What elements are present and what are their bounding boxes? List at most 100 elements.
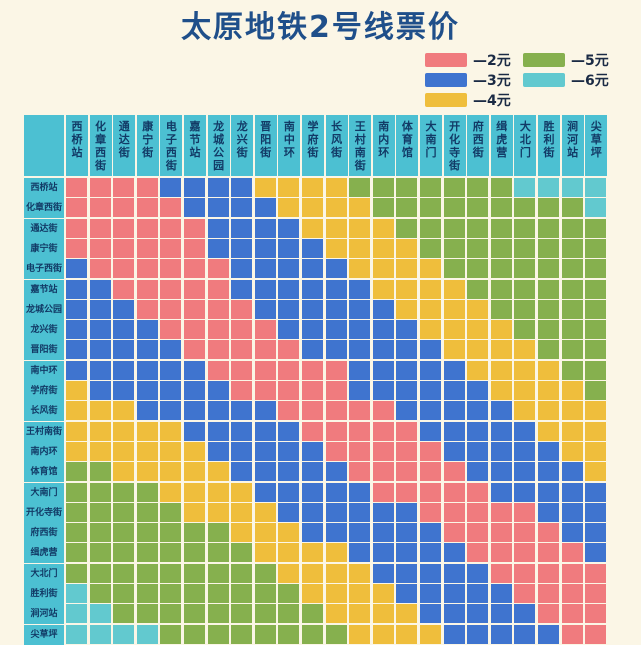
fare-cell <box>396 259 418 279</box>
fare-cell <box>207 543 229 563</box>
fare-cell <box>160 178 182 197</box>
fare-cell <box>89 299 111 319</box>
fare-cell <box>278 624 300 644</box>
fare-cell <box>396 401 418 421</box>
fare-cell <box>184 320 205 340</box>
fare-cell <box>325 441 347 461</box>
fare-cell <box>514 421 536 441</box>
legend-item-4: —4元 <box>425 90 511 110</box>
fare-cell <box>325 502 347 522</box>
fare-cell <box>490 421 512 441</box>
fare-cell <box>184 523 205 543</box>
fare-cell <box>113 563 135 583</box>
fare-cell <box>490 441 512 461</box>
legend-label: —6元 <box>571 73 609 89</box>
fare-cell <box>136 381 158 400</box>
fare-cell <box>561 381 583 400</box>
fare-cell <box>184 198 205 218</box>
fare-cell <box>89 563 111 583</box>
fare-cell <box>372 563 394 583</box>
fare-cell <box>538 238 559 258</box>
fare-cell <box>585 441 607 461</box>
fare-cell <box>254 421 276 441</box>
fare-cell <box>490 502 512 522</box>
fare-cell <box>396 441 418 461</box>
column-header: 体育馆 <box>396 115 419 176</box>
fare-cell <box>467 218 489 238</box>
fare-cell <box>207 502 229 522</box>
fare-cell <box>443 421 465 441</box>
fare-cell <box>89 218 111 238</box>
fare-cell <box>89 381 111 400</box>
fare-cell <box>325 259 347 279</box>
legend-label: —3元 <box>473 73 511 89</box>
fare-cell <box>538 360 559 380</box>
fare-cell <box>254 543 276 563</box>
row-header: 府西街 <box>24 523 64 544</box>
fare-cell <box>136 259 158 279</box>
legend-swatch <box>523 53 565 67</box>
fare-cell <box>372 340 394 360</box>
row-header: 龙兴街 <box>24 320 64 341</box>
fare-cell <box>349 482 371 502</box>
column-header: 晋阳街 <box>254 115 277 176</box>
fare-cell <box>372 198 394 218</box>
fare-cell <box>66 381 87 400</box>
fare-cell <box>372 584 394 603</box>
fare-cell <box>66 441 87 461</box>
fare-cell <box>396 381 418 400</box>
fare-cell <box>443 340 465 360</box>
fare-cell <box>136 238 158 258</box>
fare-cell <box>113 624 135 644</box>
fare-cell <box>136 502 158 522</box>
fare-cell <box>538 563 559 583</box>
fare-cell <box>561 178 583 197</box>
fare-cell <box>184 624 205 644</box>
column-header: 开化寺街 <box>443 115 466 176</box>
fare-cell <box>396 218 418 238</box>
fare-cell <box>585 238 607 258</box>
fare-cell <box>207 238 229 258</box>
fare-cell <box>561 320 583 340</box>
table-corner <box>24 115 64 176</box>
fare-cell <box>325 624 347 644</box>
fare-cell <box>278 381 300 400</box>
fare-cell <box>372 381 394 400</box>
fare-cell <box>254 259 276 279</box>
fare-cell <box>538 482 559 502</box>
fare-cell <box>184 502 205 522</box>
fare-cell <box>561 502 583 522</box>
fare-cell <box>160 320 182 340</box>
fare-cell <box>372 441 394 461</box>
column-header: 学府街 <box>302 115 324 176</box>
fare-cell <box>278 178 300 197</box>
fare-cell <box>184 563 205 583</box>
fare-cell <box>372 401 394 421</box>
fare-cell <box>278 218 300 238</box>
fare-cell <box>302 563 323 583</box>
fare-cell <box>184 441 205 461</box>
fare-cell <box>66 482 87 502</box>
row-header: 尖草坪 <box>24 624 64 645</box>
fare-cell <box>278 238 300 258</box>
fare-cell <box>136 421 158 441</box>
fare-cell <box>561 421 583 441</box>
fare-cell <box>231 299 253 319</box>
fare-cell <box>490 523 512 543</box>
row-header: 缉虎营 <box>24 543 64 564</box>
fare-cell <box>231 462 253 482</box>
fare-cell <box>585 604 607 624</box>
fare-cell <box>66 563 87 583</box>
fare-cell <box>585 482 607 502</box>
fare-cell <box>514 584 536 603</box>
fare-cell <box>325 604 347 624</box>
fare-cell <box>66 238 87 258</box>
fare-cell <box>254 320 276 340</box>
fare-cell <box>514 299 536 319</box>
fare-cell <box>372 502 394 522</box>
fare-cell <box>420 421 441 441</box>
fare-cell <box>231 279 253 299</box>
fare-cell <box>136 563 158 583</box>
fare-cell <box>113 381 135 400</box>
fare-cell <box>207 320 229 340</box>
